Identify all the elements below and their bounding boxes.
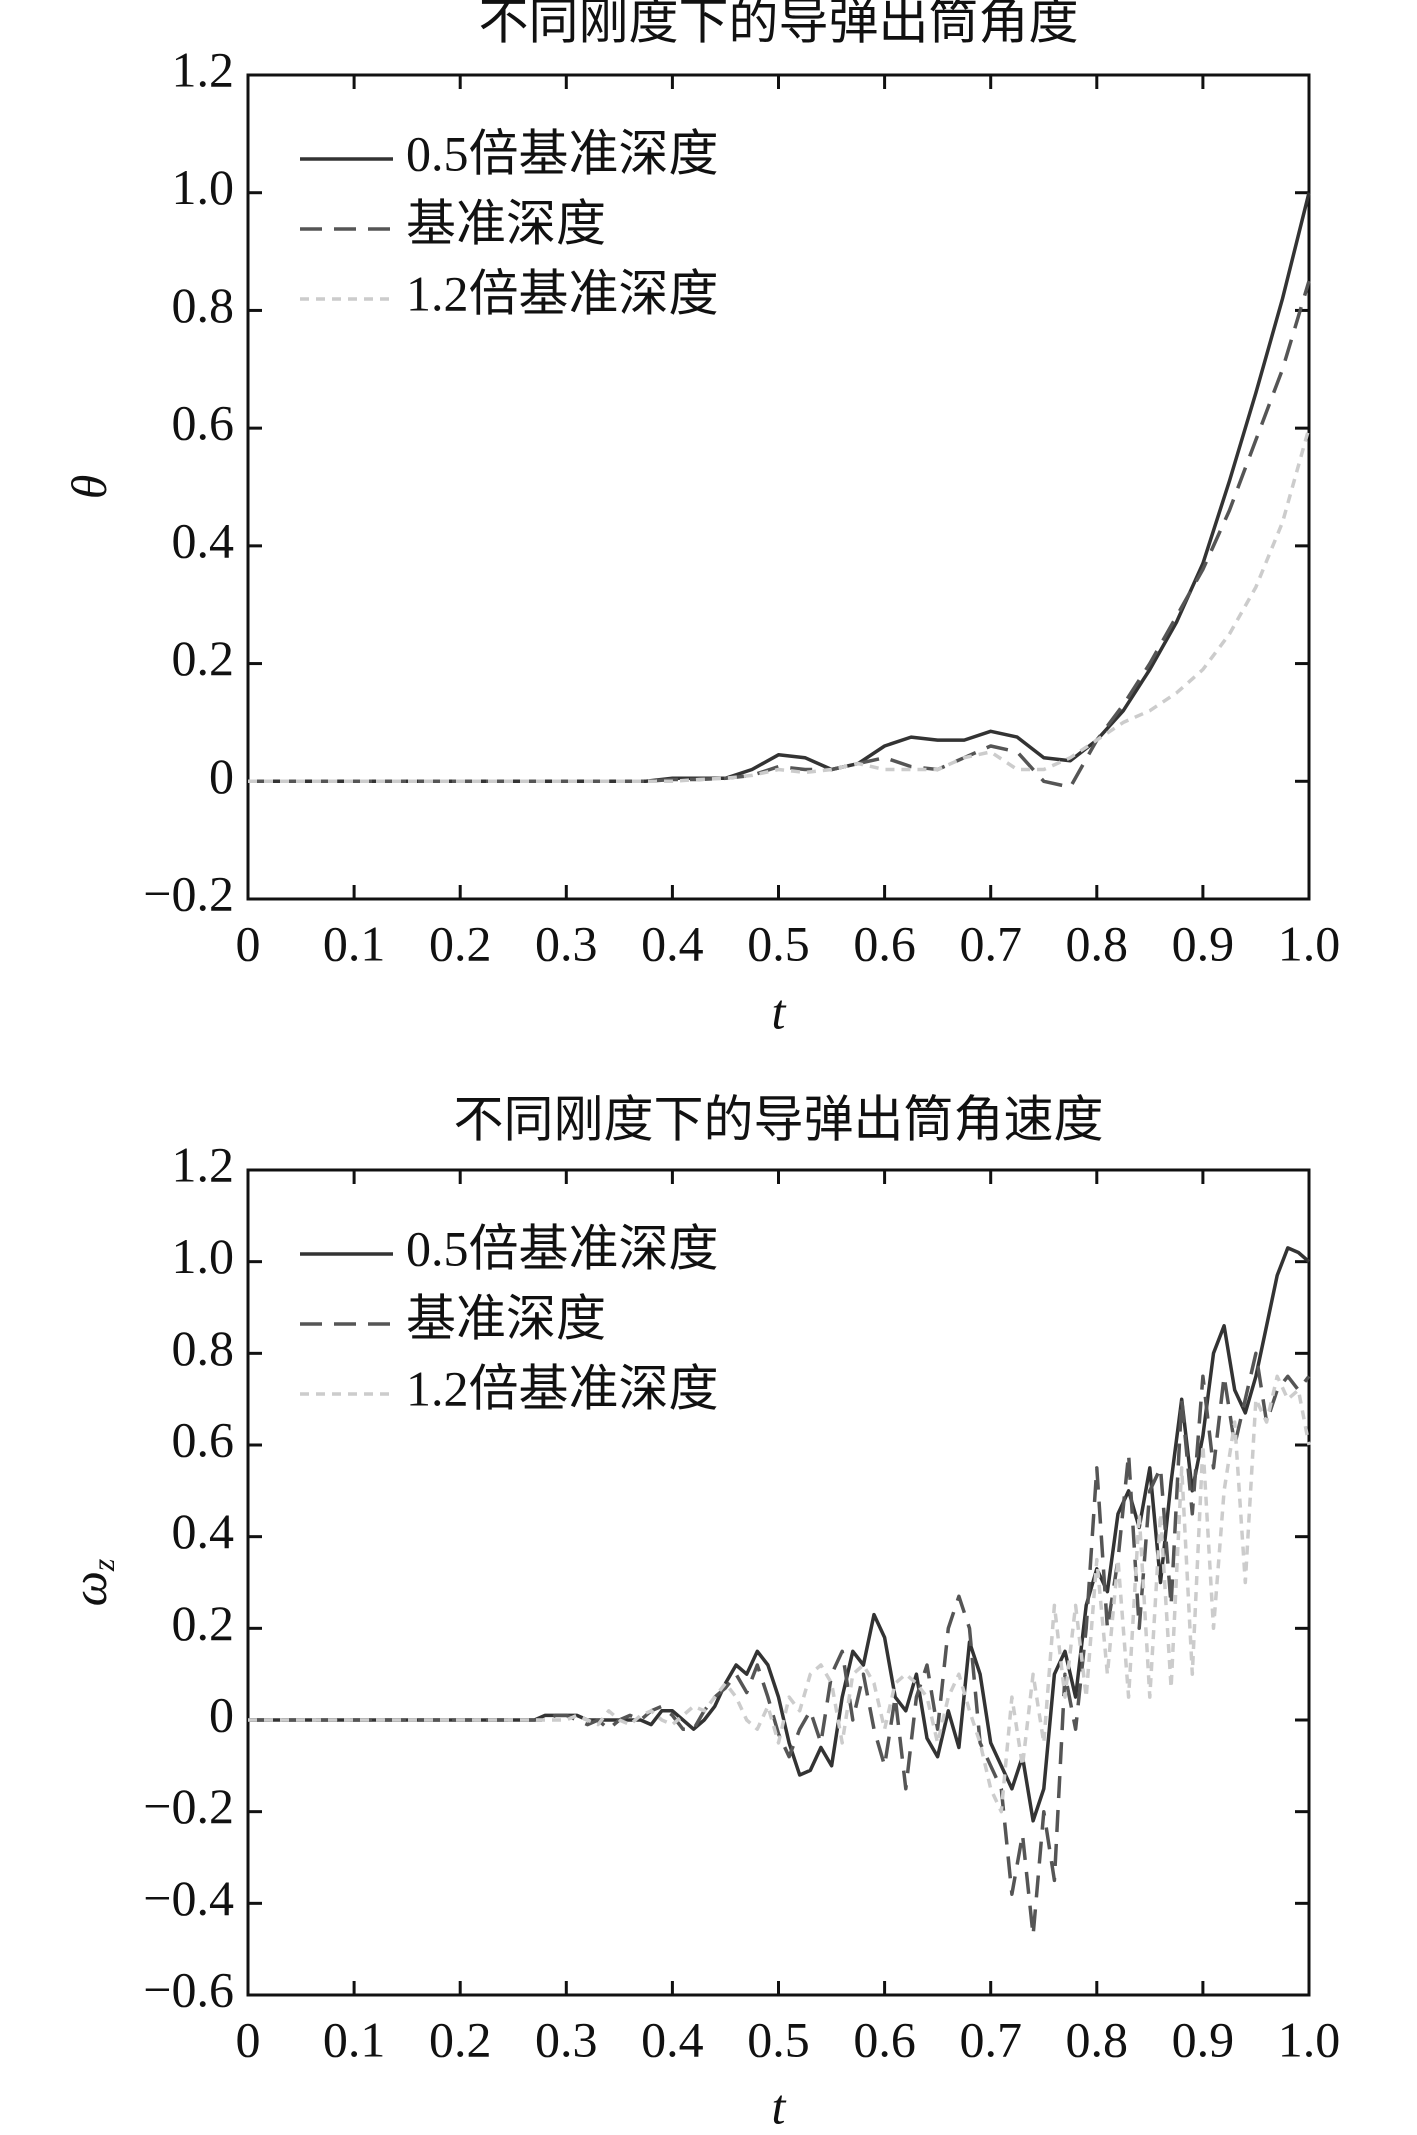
legend-label: 0.5倍基准深度	[406, 125, 719, 181]
x-tick-label: 0.5	[747, 915, 810, 971]
x-tick-label: 0.7	[959, 915, 1022, 971]
y-axis-symbol: θ	[61, 475, 117, 500]
legend-label: 1.2倍基准深度	[406, 265, 719, 321]
chart-title: 不同刚度下的导弹出筒角速度	[454, 1091, 1104, 1147]
x-axis-label: t	[772, 983, 787, 1039]
y-tick-label: 1.2	[172, 1136, 235, 1192]
y-axis-symbol: ω	[61, 1571, 117, 1606]
legend-label: 基准深度	[406, 195, 606, 251]
y-tick-label: 0	[209, 748, 234, 804]
y-tick-label: 0.4	[172, 1503, 235, 1559]
y-tick-label: 0.8	[172, 277, 235, 333]
series-line	[248, 1374, 1311, 1814]
x-tick-label: 0.9	[1172, 2011, 1235, 2067]
x-tick-label: 0.7	[959, 2011, 1022, 2067]
y-tick-label: 0.6	[172, 395, 235, 451]
x-tick-label: 0.4	[641, 2011, 704, 2067]
x-tick-label: 0.3	[535, 2011, 598, 2067]
y-tick-label: 0.2	[172, 1595, 235, 1651]
chart: 不同刚度下的导弹出筒角度 0 0.1 0.2 0.3 0.4 0.5 0.6 0.7 0.8 0.9…	[61, 0, 1340, 1039]
x-tick-label: 0.6	[853, 915, 916, 971]
y-tick-label: 0.8	[172, 1320, 235, 1376]
x-tick-label: 0.2	[429, 2011, 492, 2067]
y-axis-label: θ	[61, 475, 117, 500]
y-tick-label: 1.0	[172, 1228, 235, 1284]
legend-label: 基准深度	[406, 1290, 606, 1346]
x-tick-label: 0.8	[1066, 915, 1129, 971]
y-tick-label: 0	[209, 1686, 234, 1742]
x-tick-label: 0.1	[323, 915, 386, 971]
y-tick-label: 1.2	[172, 41, 235, 97]
y-tick-label: 0.6	[172, 1411, 235, 1467]
chart-title: 不同刚度下的导弹出筒角度	[479, 0, 1079, 49]
y-axis-subscript: z	[85, 1558, 121, 1572]
x-tick-label: 0.4	[641, 915, 704, 971]
x-tick-label: 0	[236, 2011, 261, 2067]
x-tick-label: 0	[236, 915, 261, 971]
x-tick-label: 0.3	[535, 915, 598, 971]
series-line	[248, 1351, 1311, 1938]
y-tick-label: −0.6	[143, 1961, 234, 2017]
x-tick-label: 0.9	[1172, 915, 1235, 971]
x-tick-label: 0.1	[323, 2011, 386, 2067]
y-tick-label: 0.4	[172, 512, 235, 568]
legend-label: 0.5倍基准深度	[406, 1220, 719, 1276]
y-tick-label: −0.2	[143, 865, 234, 921]
x-tick-label: 0.6	[853, 2011, 916, 2067]
y-tick-label: −0.2	[143, 1778, 234, 1834]
y-tick-label: 0.2	[172, 630, 235, 686]
y-axis-label: ωz	[61, 1558, 121, 1606]
legend-label: 1.2倍基准深度	[406, 1360, 719, 1416]
x-tick-label: 0.5	[747, 2011, 810, 2067]
x-tick-label: 1.0	[1278, 2011, 1341, 2067]
series-line	[248, 427, 1311, 784]
x-axis-label: t	[772, 2078, 787, 2134]
y-tick-label: −0.4	[143, 1870, 234, 1926]
y-tick-label: 1.0	[172, 159, 235, 215]
chart: 不同刚度下的导弹出筒角速度 0 0.1 0.2 0.3 0.4 0.5 0.6 0.7 0.8 0.…	[61, 1091, 1340, 2134]
x-tick-label: 0.2	[429, 915, 492, 971]
x-tick-label: 0.8	[1066, 2011, 1129, 2067]
x-tick-label: 1.0	[1278, 915, 1341, 971]
